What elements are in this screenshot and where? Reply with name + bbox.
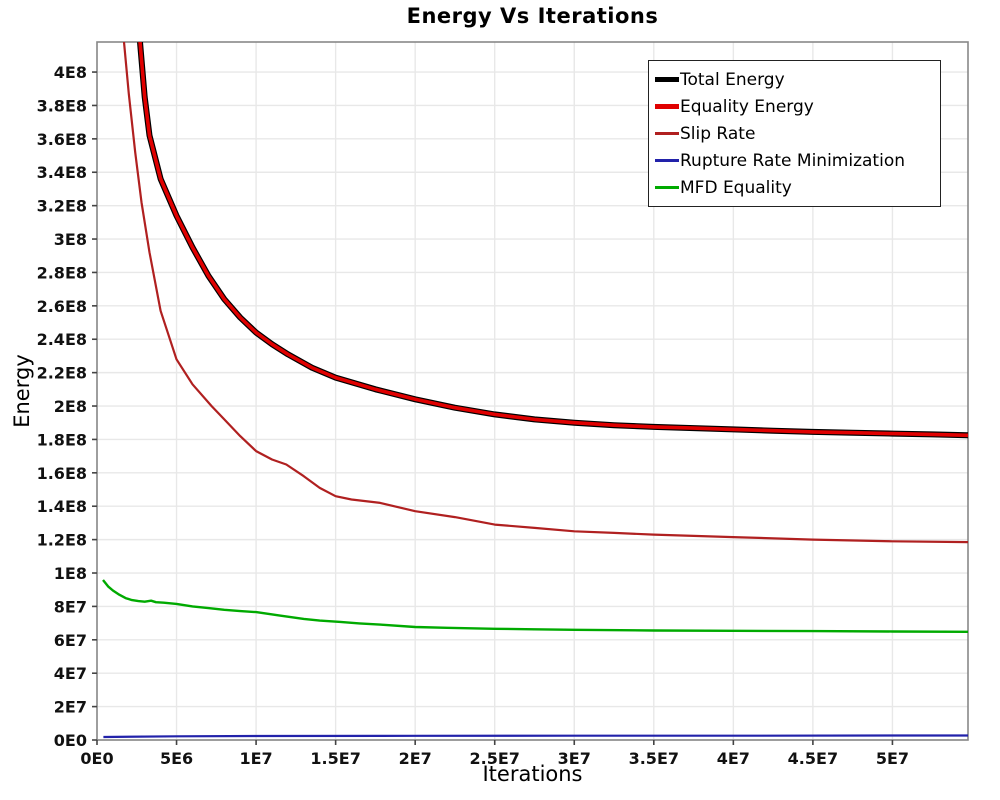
x-tick-label: 1.5E7 — [310, 749, 360, 768]
series-equality-energy — [138, 42, 968, 438]
y-tick-label: 2.2E8 — [37, 364, 87, 383]
legend-label: Total Energy — [680, 69, 785, 90]
legend-item: Slip Rate — [655, 120, 932, 147]
legend-line-swatch — [655, 104, 679, 109]
legend-line-swatch — [655, 132, 679, 135]
x-tick-label: 3.5E7 — [629, 749, 679, 768]
y-tick-label: 2.8E8 — [37, 263, 87, 282]
series-slip-rate — [122, 42, 968, 544]
y-tick-label: 2E8 — [54, 397, 87, 416]
legend-item: Total Energy — [655, 66, 932, 93]
y-tick-label: 8E7 — [54, 597, 87, 616]
x-tick-label: 3E7 — [558, 749, 591, 768]
legend-line-swatch — [655, 159, 679, 162]
y-axis-label: Energy — [10, 354, 34, 428]
legend: Total Energy Equality Energy Slip Rate Rupt… — [648, 60, 941, 207]
x-tick-label: 4.5E7 — [788, 749, 838, 768]
y-tick-label: 3.6E8 — [37, 130, 87, 149]
y-tick-label: 6E7 — [54, 631, 87, 650]
x-tick-label: 5E6 — [160, 749, 193, 768]
y-tick-label: 3.8E8 — [37, 96, 87, 115]
y-tick-label: 1.6E8 — [37, 464, 87, 483]
y-tick-label: 1.4E8 — [37, 497, 87, 516]
legend-item: Rupture Rate Minimization — [655, 147, 932, 174]
y-tick-label: 1.2E8 — [37, 531, 87, 550]
y-tick-label: 4E7 — [54, 664, 87, 683]
legend-item: Equality Energy — [655, 93, 932, 120]
x-tick-label: 1E7 — [239, 749, 272, 768]
x-tick-label: 2.5E7 — [470, 749, 520, 768]
x-tick-label: 2E7 — [399, 749, 432, 768]
x-tick-label: 5E7 — [876, 749, 909, 768]
x-tick-label: 4E7 — [717, 749, 750, 768]
series-rupture-rate-minimization — [103, 734, 968, 739]
y-tick-label: 1E8 — [54, 564, 87, 583]
legend-item: MFD Equality — [655, 174, 932, 201]
y-tick-label: 0E0 — [54, 731, 87, 750]
y-tick-label: 4E8 — [54, 63, 87, 82]
legend-label: Equality Energy — [680, 96, 814, 117]
y-tick-label: 2.6E8 — [37, 297, 87, 316]
y-tick-label: 3.2E8 — [37, 197, 87, 216]
y-tick-label: 3.4E8 — [37, 163, 87, 182]
x-axis-label: Iterations — [482, 762, 583, 786]
legend-label: Slip Rate — [680, 123, 756, 144]
y-tick-label: 1.8E8 — [37, 430, 87, 449]
y-tick-label: 3E8 — [54, 230, 87, 249]
plot-frame — [96, 41, 969, 741]
legend-line-swatch — [655, 186, 679, 189]
x-tick-label: 0E0 — [80, 749, 113, 768]
legend-line-swatch — [655, 77, 679, 82]
legend-label: Rupture Rate Minimization — [680, 150, 905, 171]
y-tick-label: 2E7 — [54, 698, 87, 717]
chart-title: Energy Vs Iterations — [406, 4, 659, 28]
series-mfd-equality — [102, 579, 968, 633]
legend-label: MFD Equality — [680, 177, 792, 198]
y-tick-label: 2.4E8 — [37, 330, 87, 349]
